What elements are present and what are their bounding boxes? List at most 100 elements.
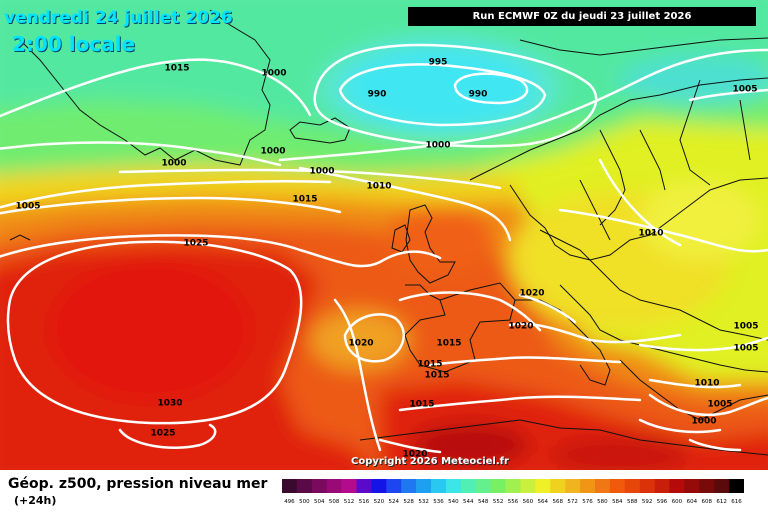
legend-value: 588 bbox=[627, 499, 638, 505]
legend-value: 548 bbox=[478, 499, 489, 505]
isobar-label: 1000 bbox=[161, 159, 186, 169]
isobar-label: 1000 bbox=[261, 69, 286, 79]
legend-swatch bbox=[371, 479, 387, 493]
isobar-label: 1030 bbox=[157, 399, 182, 409]
legend-swatch bbox=[609, 479, 626, 493]
legend-swatch bbox=[416, 479, 432, 493]
legend-value: 504 bbox=[314, 499, 325, 505]
forecast-date: vendredi 24 juillet 2026 bbox=[4, 8, 233, 28]
legend-swatch bbox=[326, 479, 342, 493]
legend-value: 556 bbox=[508, 499, 519, 505]
legend-value: 596 bbox=[657, 499, 668, 505]
legend-swatch bbox=[654, 479, 670, 493]
isobar-label: 1015 bbox=[164, 64, 189, 74]
legend-swatch bbox=[729, 479, 744, 493]
legend-value: 592 bbox=[642, 499, 653, 505]
legend-swatch bbox=[431, 479, 447, 493]
legend-value: 576 bbox=[582, 499, 593, 505]
lead-time: (+24h) bbox=[14, 494, 57, 507]
legend-value: 584 bbox=[612, 499, 623, 505]
legend-swatch bbox=[296, 479, 313, 493]
isobar-label: 1005 bbox=[15, 202, 40, 212]
isobar-label: 1015 bbox=[424, 371, 449, 381]
legend-value: 520 bbox=[374, 499, 385, 505]
legend-value: 540 bbox=[448, 499, 459, 505]
isobar-label: 1005 bbox=[733, 344, 758, 354]
legend-swatch bbox=[535, 479, 551, 493]
legend-swatch bbox=[669, 479, 685, 493]
legend-swatch bbox=[580, 479, 596, 493]
legend-value: 516 bbox=[359, 499, 370, 505]
legend-value: 528 bbox=[403, 499, 414, 505]
legend-swatch bbox=[475, 479, 491, 493]
isobar-label: 1015 bbox=[436, 339, 461, 349]
isobar-label: 1020 bbox=[402, 450, 427, 460]
legend-swatch bbox=[594, 479, 611, 493]
legend-swatch bbox=[341, 479, 357, 493]
legend-swatch bbox=[386, 479, 402, 493]
isobar-label: 1000 bbox=[425, 141, 450, 151]
legend-value: 564 bbox=[538, 499, 549, 505]
legend-swatch bbox=[550, 479, 566, 493]
model-run-label: Run ECMWF 0Z du jeudi 23 juillet 2026 bbox=[408, 7, 756, 26]
legend-swatch bbox=[714, 479, 730, 493]
legend-swatch bbox=[565, 479, 581, 493]
legend-swatch bbox=[639, 479, 655, 493]
isobar-label: 1020 bbox=[508, 322, 533, 332]
legend-value: 604 bbox=[687, 499, 698, 505]
legend-swatch bbox=[490, 479, 506, 493]
isobar-label: 990 bbox=[368, 90, 387, 100]
isobar-label: 990 bbox=[469, 90, 488, 100]
isobar-label: 1000 bbox=[309, 167, 334, 177]
isobar-label: 1005 bbox=[732, 85, 757, 95]
legend-value: 524 bbox=[389, 499, 400, 505]
color-scale-legend: 496 500 504 508 512 516 520 524 528 532 536 540 544 5… bbox=[282, 479, 744, 505]
legend-value: 560 bbox=[523, 499, 534, 505]
isobars bbox=[0, 43, 768, 454]
forecast-time: 2:00 locale bbox=[12, 32, 136, 56]
legend-value: 600 bbox=[672, 499, 683, 505]
isobar-label: 1020 bbox=[348, 339, 373, 349]
legend-value: 580 bbox=[597, 499, 608, 505]
legend-value: 496 bbox=[284, 499, 295, 505]
legend-swatch bbox=[624, 479, 640, 493]
legend-value: 544 bbox=[463, 499, 474, 505]
legend-value: 612 bbox=[716, 499, 727, 505]
isobar-label: 1015 bbox=[292, 195, 317, 205]
legend-swatch bbox=[401, 479, 417, 493]
legend-value: 568 bbox=[552, 499, 563, 505]
map-footer: Géop. z500, pression niveau mer (+24h) 4… bbox=[0, 470, 768, 512]
isobar-label: 995 bbox=[429, 58, 448, 68]
product-title: Géop. z500, pression niveau mer bbox=[8, 476, 268, 492]
isobar-labels: 1015 1000 995 990 990 1005 1000 1000 1000 1005 101… bbox=[15, 58, 758, 460]
legend-swatch bbox=[505, 479, 521, 493]
legend-swatch bbox=[445, 479, 462, 493]
legend-swatch bbox=[684, 479, 700, 493]
isobar-label: 1005 bbox=[707, 400, 732, 410]
isobar-label: 1020 bbox=[519, 289, 544, 299]
legend-value: 536 bbox=[433, 499, 444, 505]
isobar-label: 1025 bbox=[183, 239, 208, 249]
isobar-label: 1010 bbox=[694, 379, 719, 389]
isobar-label: 1000 bbox=[691, 417, 716, 427]
isobar-label: 1015 bbox=[409, 400, 434, 410]
isobar-label: 1025 bbox=[150, 429, 175, 439]
coastlines-and-borders bbox=[9, 9, 768, 456]
legend-swatch bbox=[460, 479, 477, 493]
legend-value: 532 bbox=[418, 499, 429, 505]
legend-swatch bbox=[520, 479, 536, 493]
geopotential-map: 1015 1000 995 990 990 1005 1000 1000 1000 1005 101… bbox=[0, 0, 768, 470]
isobar-label: 1010 bbox=[638, 229, 663, 239]
legend-value: 500 bbox=[299, 499, 310, 505]
legend-value: 616 bbox=[731, 499, 742, 505]
legend-swatch bbox=[311, 479, 328, 493]
isobar-label: 1005 bbox=[733, 322, 758, 332]
isobar-label: 1010 bbox=[366, 182, 391, 192]
isobar-label: 1015 bbox=[417, 360, 442, 370]
legend-value: 552 bbox=[493, 499, 504, 505]
legend-value: 572 bbox=[567, 499, 578, 505]
legend-swatch bbox=[282, 479, 298, 493]
copyright-text: Copyright 2026 Meteociel.fr bbox=[351, 456, 509, 467]
legend-swatch bbox=[699, 479, 715, 493]
